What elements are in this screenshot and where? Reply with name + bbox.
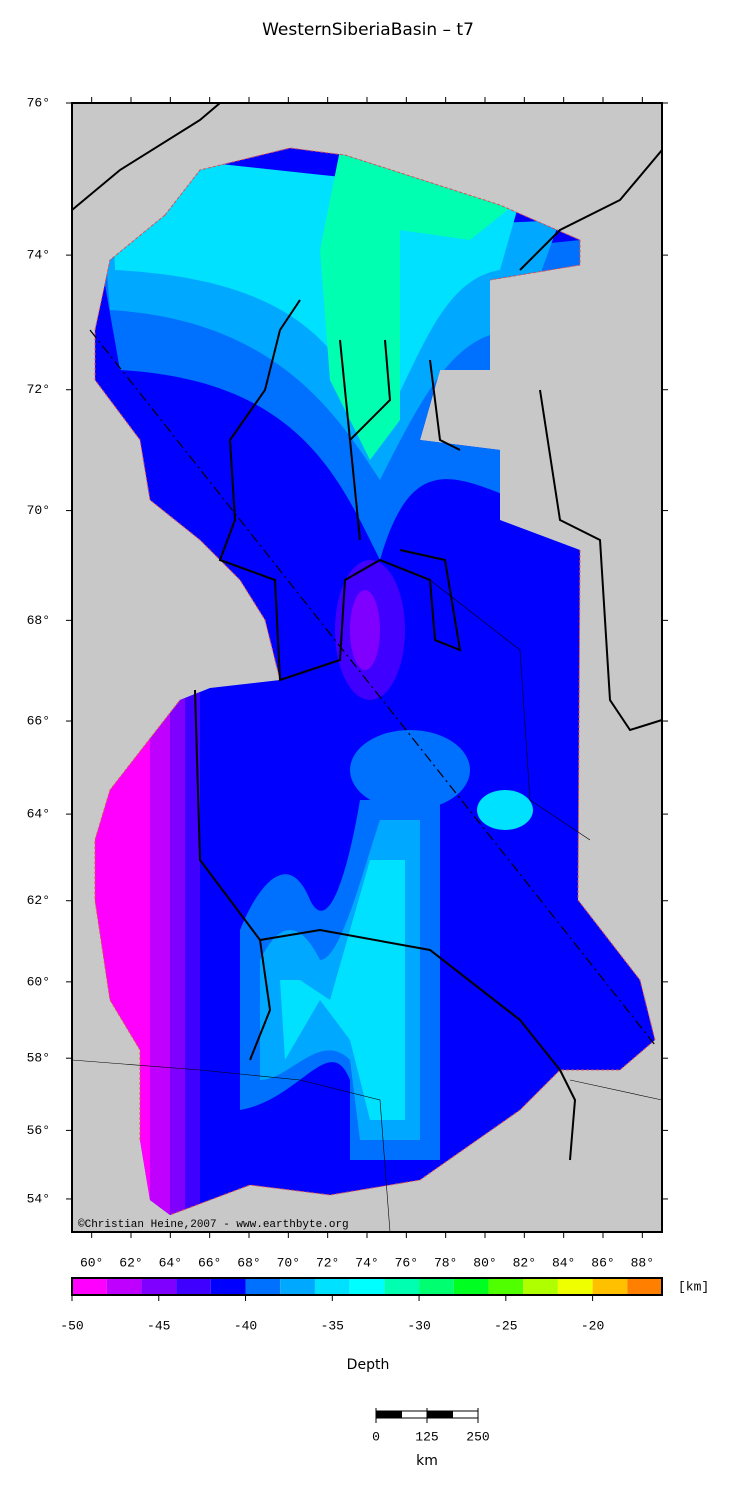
scale-bar-segment xyxy=(375,1410,402,1419)
title: WesternSiberiaBasin – t7 xyxy=(262,20,474,40)
scale-unit: km xyxy=(416,1453,438,1469)
lat-label: 64° xyxy=(27,807,50,822)
lon-label: 64° xyxy=(159,1255,182,1270)
lat-label: 70° xyxy=(27,503,50,518)
colorbar-segment xyxy=(523,1278,558,1295)
colorbar-unit: [km] xyxy=(678,1279,709,1294)
lon-label: 72° xyxy=(316,1255,339,1270)
colorbar-tick-label: -20 xyxy=(581,1318,604,1333)
lon-label: 66° xyxy=(198,1255,221,1270)
basin-outline xyxy=(94,147,656,1216)
lon-label: 80° xyxy=(473,1255,496,1270)
coastlines xyxy=(71,102,663,1161)
colorbar-segment xyxy=(557,1278,593,1295)
colorbar-segment xyxy=(349,1278,385,1295)
colorbar-label: Depth xyxy=(347,1357,390,1373)
colorbar-segment xyxy=(627,1278,662,1295)
lon-label: 86° xyxy=(591,1255,614,1270)
lat-label: 66° xyxy=(27,713,50,728)
scale-label: 250 xyxy=(466,1429,489,1444)
colorbar-segment xyxy=(592,1278,628,1295)
colorbar-segment xyxy=(72,1278,107,1295)
scale-bar-segment xyxy=(426,1410,453,1419)
borders xyxy=(71,579,663,1233)
colorbar-tick-label: -35 xyxy=(321,1318,344,1333)
lon-label: 68° xyxy=(237,1255,260,1270)
lat-label: 68° xyxy=(27,613,50,628)
credit: ©Christian Heine,2007 - www.earthbyte.or… xyxy=(78,1219,349,1231)
lat-label: 58° xyxy=(27,1051,50,1066)
colorbar-segment xyxy=(280,1278,315,1295)
colorbar-segment xyxy=(245,1278,281,1295)
colorbar-frame xyxy=(71,1277,663,1296)
scale-bar-segment xyxy=(452,1410,479,1419)
credit-box xyxy=(75,1217,380,1230)
colorbar-tick-label: -30 xyxy=(407,1318,430,1333)
lon-label: 60° xyxy=(80,1255,103,1270)
colorbar-segment xyxy=(419,1278,454,1295)
lon-label: 76° xyxy=(395,1255,418,1270)
lon-label: 62° xyxy=(119,1255,142,1270)
lon-label: 70° xyxy=(277,1255,300,1270)
lat-label: 56° xyxy=(27,1123,50,1138)
lat-label: 60° xyxy=(27,974,50,989)
lon-label: 84° xyxy=(552,1255,575,1270)
colorbar-tick-label: -45 xyxy=(147,1318,170,1333)
scale-label: 125 xyxy=(415,1429,438,1444)
scale-label: 0 xyxy=(372,1429,380,1444)
lon-label: 74° xyxy=(355,1255,378,1270)
colorbar-tick-label: -50 xyxy=(60,1318,83,1333)
colorbar-segment xyxy=(141,1278,177,1295)
lat-label: 76° xyxy=(27,95,50,110)
lon-label: 82° xyxy=(513,1255,536,1270)
colorbar-segment xyxy=(210,1278,246,1295)
lon-label: 78° xyxy=(434,1255,457,1270)
scale-bar-segment xyxy=(401,1410,428,1419)
lat-label: 72° xyxy=(27,382,50,397)
colorbar-tick-label: -40 xyxy=(234,1318,257,1333)
colorbar-segment xyxy=(314,1278,350,1295)
lat-label: 54° xyxy=(27,1191,50,1206)
colorbar-segment xyxy=(384,1278,420,1295)
profile-line xyxy=(89,329,656,1046)
lat-label: 74° xyxy=(27,248,50,263)
colorbar-segment xyxy=(488,1278,524,1295)
colorbar-segment xyxy=(106,1278,142,1295)
colorbar-tick-label: -25 xyxy=(494,1318,517,1333)
colorbar-segment xyxy=(176,1278,211,1295)
lat-label: 62° xyxy=(27,893,50,908)
lon-label: 88° xyxy=(631,1255,654,1270)
colorbar-segment xyxy=(453,1278,489,1295)
